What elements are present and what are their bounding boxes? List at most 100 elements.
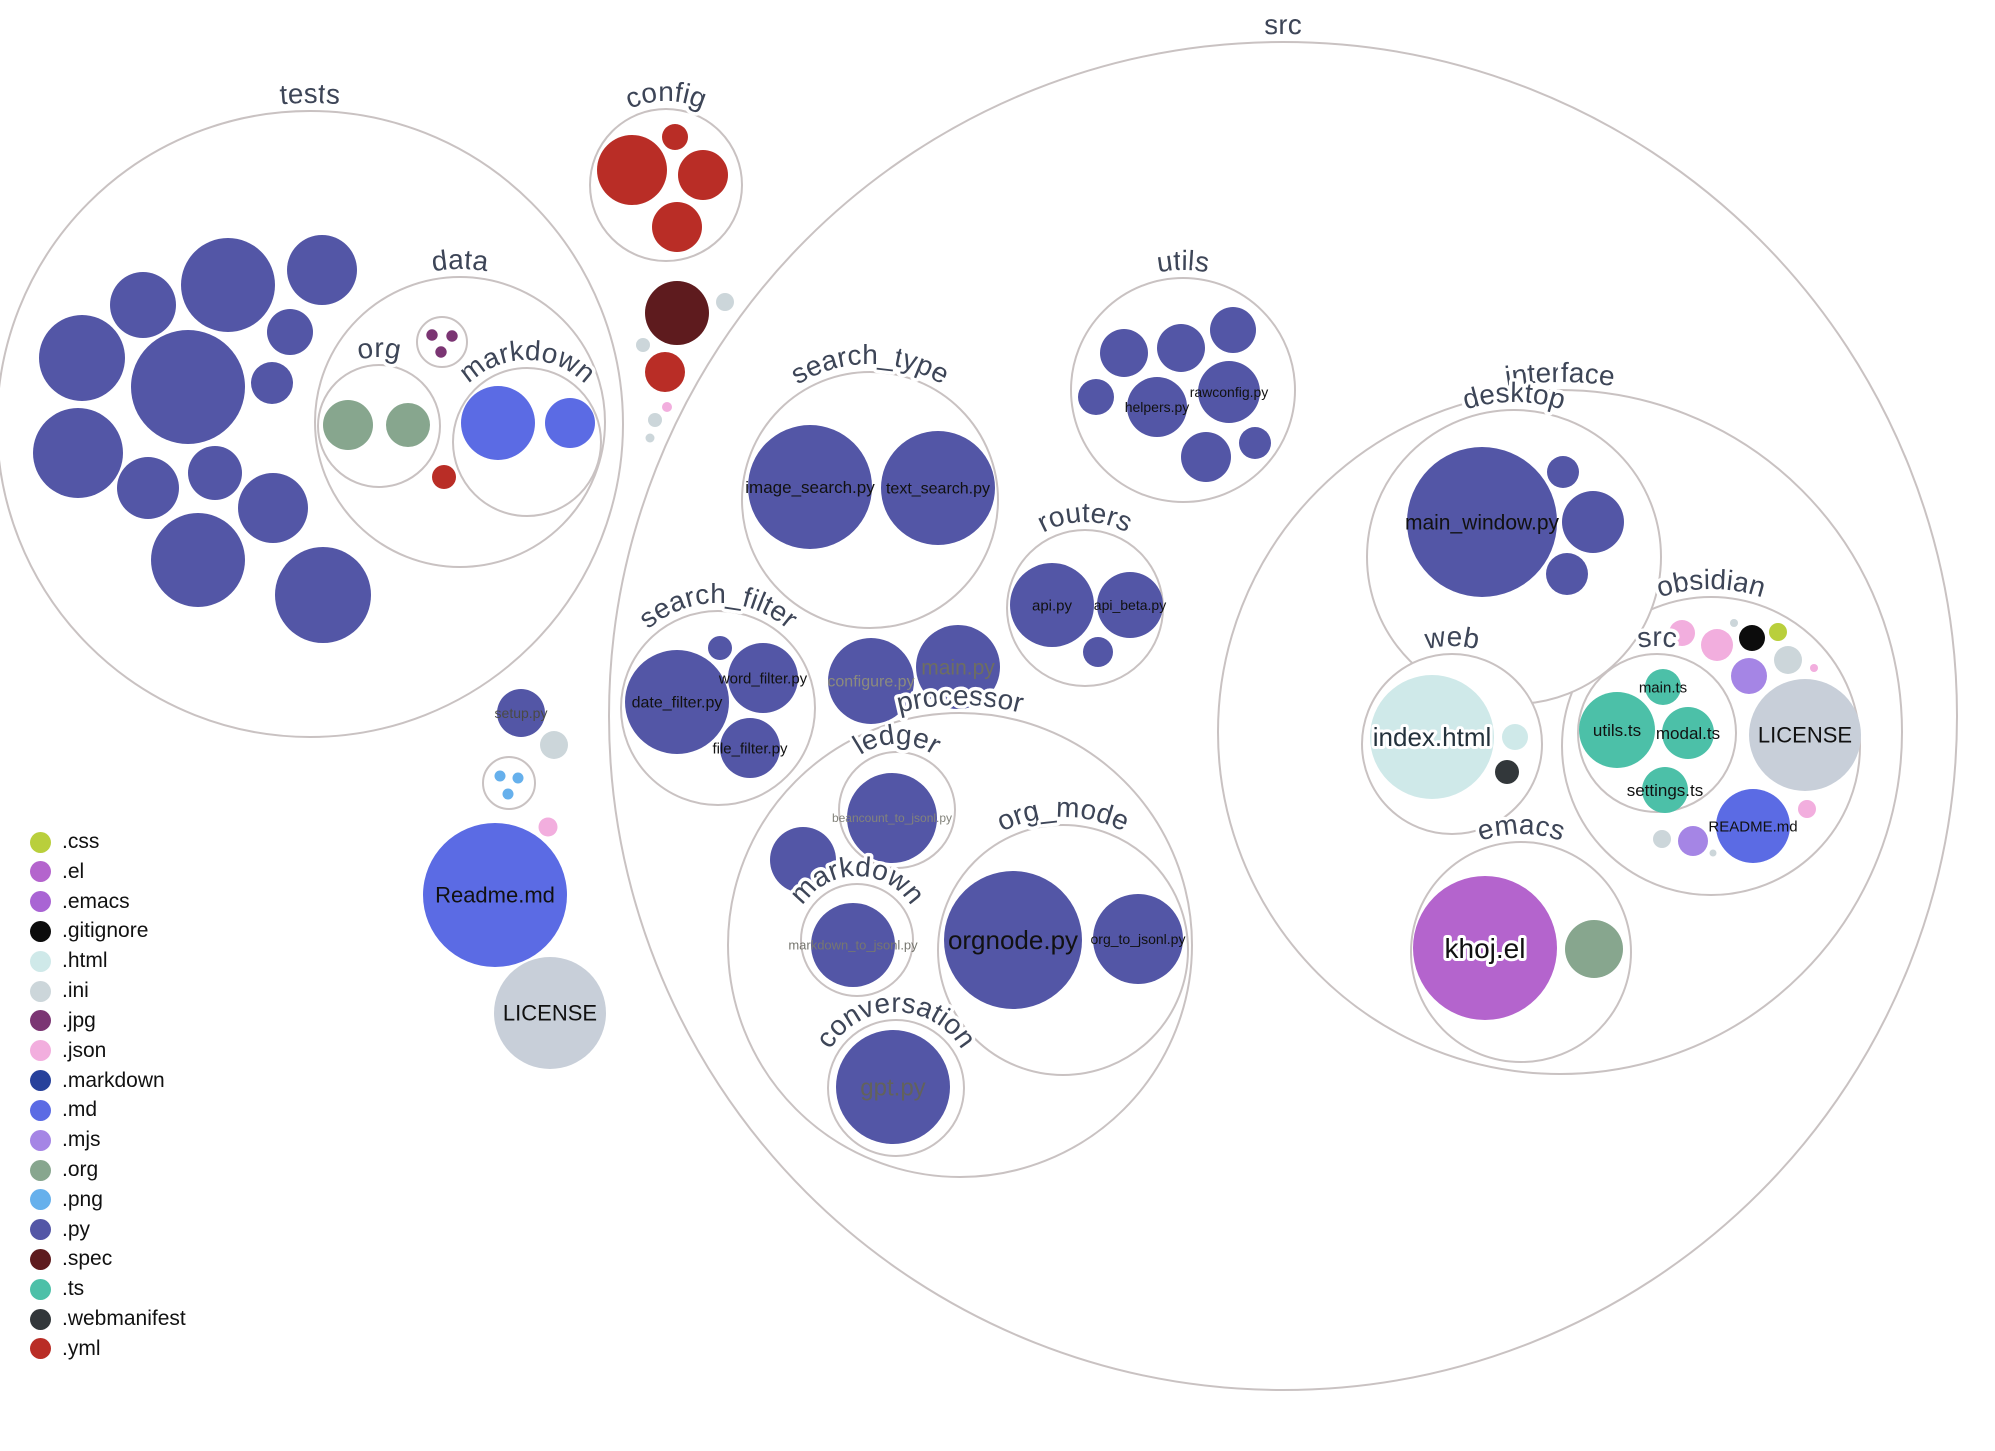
file-circle-orgnode-py [944,871,1082,1009]
legend-swatch-webmanifest [30,1308,51,1330]
legend-item-mjs: .mjs [30,1128,101,1152]
file-circle-root-ini-4 [645,433,655,443]
file-circle-main-ts [1645,669,1681,705]
file-circle-markdown-to-jsonl [811,903,895,987]
folder-label-web: web [1422,621,1482,655]
legend-label-yml: .yml [62,1336,101,1360]
legend-swatch-mjs [30,1129,51,1151]
legend-label-el: .el [62,859,85,883]
file-circle-obs-json-1 [1669,620,1695,646]
file-circle-jpg-3 [435,346,447,358]
file-circle-routers-dot [1083,637,1113,667]
file-circle-helpers-py [1127,377,1187,437]
file-circle-date-filter-py [625,650,729,754]
file-circle-word-filter-py [728,643,798,713]
file-circle-utils-3 [1210,307,1256,353]
legend-swatch-el [30,861,51,883]
file-circle-jpg-1 [426,329,438,341]
legend-swatch-spec [30,1248,51,1270]
file-circle-license-obsidian [1749,679,1861,791]
legend-label-py: .py [62,1217,91,1241]
file-circle-tests-5 [39,315,125,401]
folder-label-src: src [1264,9,1302,40]
legend-label-emacs: .emacs [62,889,130,913]
file-circle-api-beta-py [1097,572,1163,638]
file-label-text-search-py: text_search.py [886,481,990,498]
file-circle-png-3 [502,788,514,800]
legend-swatch-emacs [30,891,51,913]
file-label-markdown-to-jsonl: markdown_to_jsonl.py [788,938,918,953]
legend-swatch-ts [30,1278,51,1300]
legend-item-jpg: .jpg [30,1009,96,1033]
folder-circle-org [317,364,441,488]
legend-label-html: .html [62,949,108,973]
file-circle-utils-7 [1181,432,1231,482]
file-circle-org-to-jsonl [1093,894,1183,984]
legend-item-yml: .yml [30,1337,101,1361]
legend-item-ini: .ini [30,979,89,1003]
legend-item-py: .py [30,1218,90,1242]
file-circle-md-data-1 [461,386,535,460]
file-label-date-filter-py: date_filter.py [632,695,723,712]
file-circle-org-1 [323,400,373,450]
file-circle-filter-dot [708,636,732,660]
legend-label-ts: .ts [62,1277,85,1301]
file-circle-obs-ini-2 [1774,646,1802,674]
legend-label-json: .json [62,1038,107,1062]
folder-label-utils: utils [1155,245,1212,278]
file-label-main-py: main.py [921,656,995,679]
file-label-khoj-el: khoj.el [1445,933,1526,964]
file-label-settings-ts: settings.ts [1627,781,1704,800]
file-circle-root-spec [645,281,709,345]
file-circle-config-3 [678,150,728,200]
folder-label-src-obsidian: src [1635,621,1679,654]
file-circle-root-ini-2 [636,338,650,352]
file-circle-utils-8 [1239,427,1271,459]
file-circle-root-json-2 [538,817,558,837]
legend-item-emacs: .emacs [30,890,130,914]
legend-item-md: .md [30,1098,97,1122]
file-label-gpt-py: gpt.py [860,1074,925,1101]
file-label-orgnode-py: orgnode.py [948,925,1078,955]
legend-item-png: .png [30,1188,103,1212]
legend-swatch-jpg [30,1010,51,1032]
file-label-license-root: LICENSE [503,1001,597,1026]
file-circle-utils-1 [1100,329,1148,377]
file-circle-khoj-el [1413,876,1557,1020]
file-circle-readme-obsidian [1716,789,1790,863]
folder-circle-images [416,316,468,368]
legend-swatch-gitignore [30,920,51,942]
file-label-setup-py: setup.py [495,705,548,721]
file-circle-processor-dot [770,827,836,893]
file-label-main-ts: main.ts [1639,679,1687,696]
file-circle-license-root [494,957,606,1069]
file-circle-rawconfig-py [1198,361,1260,423]
file-circle-text-search-py [881,431,995,545]
legend-label-png: .png [62,1187,103,1211]
folder-label-tests: tests [278,78,341,110]
file-circle-md-data-2 [545,398,595,448]
file-circle-org-2 [386,403,430,447]
folder-label-org: org [354,332,403,365]
file-label-modal-ts: modal.ts [1656,724,1720,743]
file-circle-tests-4 [267,309,313,355]
file-label-beancount: beancount_to_jsonl.py [832,811,952,825]
file-label-api-beta-py: api_beta.py [1094,597,1166,613]
file-circle-obs-json-2 [1701,629,1733,661]
legend-item-gitignore: .gitignore [30,919,148,943]
legend-swatch-json [30,1040,51,1062]
legend-label-css: .css [62,830,100,853]
file-label-helpers-py: helpers.py [1125,399,1190,415]
file-circle-tests-7 [251,362,293,404]
file-circle-root-yml [645,352,685,392]
file-label-readme-root: Readme.md [435,883,555,908]
legend-swatch-ini [30,980,51,1002]
legend-swatch-yml [30,1338,51,1360]
file-circle-obs-mjs-1 [1731,658,1767,694]
file-label-file-filter-py: file_filter.py [712,740,788,757]
legend-swatch-html [30,950,51,972]
file-circle-root-ini-3 [648,413,662,427]
file-circle-file-filter-py [720,718,780,778]
file-circle-obs-mjs-2 [1678,826,1708,856]
